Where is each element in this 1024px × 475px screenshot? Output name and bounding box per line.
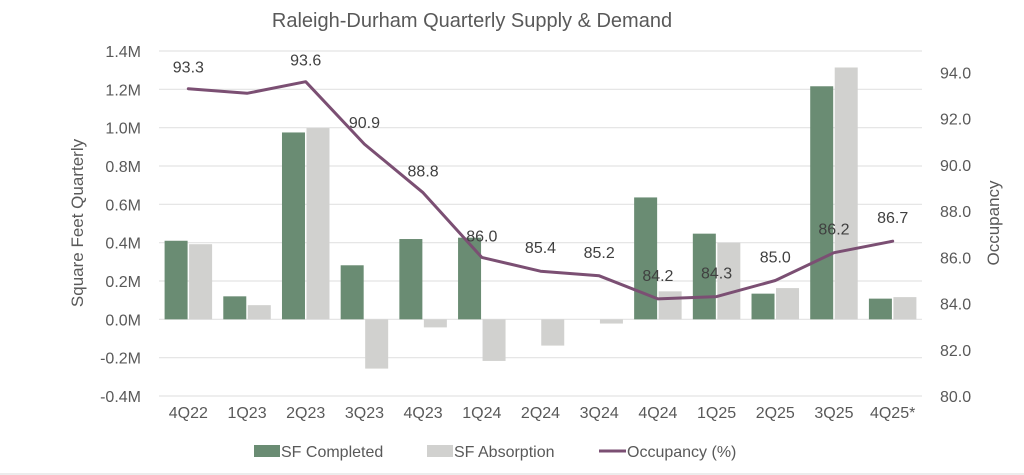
bar-sf-completed bbox=[281, 132, 305, 320]
x-tick-label: 2Q24 bbox=[521, 405, 560, 422]
occupancy-data-label: 85.2 bbox=[584, 245, 615, 262]
left-tick-label: 0.6M bbox=[105, 197, 141, 214]
occupancy-data-label: 86.0 bbox=[466, 228, 497, 245]
right-axis-title: Occupancy bbox=[984, 180, 1003, 266]
left-tick-label: -0.4M bbox=[100, 389, 141, 406]
occupancy-line bbox=[186, 80, 895, 301]
bar-sf-absorption bbox=[599, 319, 623, 324]
x-tick-label: 4Q23 bbox=[404, 405, 443, 422]
chart-title: Raleigh-Durham Quarterly Supply & Demand bbox=[272, 10, 672, 32]
occupancy-data-label: 93.3 bbox=[173, 60, 204, 77]
legend-item-sf-absorption[interactable]: SF Absorption bbox=[427, 444, 555, 461]
right-tick-label: 80.0 bbox=[940, 389, 971, 406]
left-tick-label: 0.4M bbox=[105, 236, 141, 253]
right-axis-ticks: 80.0 82.0 84.0 86.0 88.0 90.0 92.0 94.0 bbox=[940, 65, 971, 406]
legend: SF Completed SF Absorption Occupancy (%) bbox=[254, 444, 736, 461]
bar-sf-completed bbox=[164, 240, 188, 320]
bar-sf-absorption bbox=[247, 305, 271, 320]
x-tick-label: 4Q24 bbox=[638, 405, 677, 422]
bar-sf-completed bbox=[458, 237, 482, 320]
left-axis-ticks: -0.4M -0.2M 0.0M 0.2M 0.4M 0.6M 0.8M 1.0M 1.2M 1.… bbox=[100, 44, 141, 406]
right-tick-label: 94.0 bbox=[940, 65, 971, 82]
gridlines bbox=[159, 50, 922, 397]
bar-sf-absorption bbox=[776, 288, 800, 320]
occupancy-data-label: 88.8 bbox=[408, 164, 439, 181]
bar-sf-absorption bbox=[306, 128, 330, 320]
bar-sf-absorption bbox=[482, 319, 506, 361]
occupancy-data-label: 86.7 bbox=[877, 210, 908, 227]
occupancy-data-label: 86.2 bbox=[818, 222, 849, 239]
x-axis-ticks: 4Q22 1Q23 2Q23 3Q23 4Q23 1Q24 2Q24 3Q24 4Q24 1Q25… bbox=[169, 405, 916, 422]
bar-sf-absorption bbox=[189, 244, 213, 320]
left-tick-label: 1.4M bbox=[105, 44, 141, 61]
right-tick-label: 84.0 bbox=[940, 297, 971, 314]
occupancy-data-label: 84.2 bbox=[642, 268, 673, 285]
legend-label-sf-absorption: SF Absorption bbox=[454, 444, 555, 461]
bar-sf-absorption bbox=[365, 319, 389, 369]
x-tick-label: 4Q25* bbox=[870, 405, 915, 422]
bar-sf-completed bbox=[340, 265, 364, 320]
bar-sf-completed bbox=[223, 296, 247, 320]
bars bbox=[164, 67, 917, 369]
bar-sf-completed bbox=[751, 293, 775, 320]
legend-label-occupancy: Occupancy (%) bbox=[627, 444, 736, 461]
bottom-border bbox=[0, 473, 1024, 475]
right-tick-label: 86.0 bbox=[940, 250, 971, 267]
x-tick-label: 4Q22 bbox=[169, 405, 208, 422]
bar-sf-completed bbox=[868, 298, 892, 320]
right-tick-label: 88.0 bbox=[940, 204, 971, 221]
left-tick-label: -0.2M bbox=[100, 351, 141, 368]
x-tick-label: 1Q24 bbox=[462, 405, 501, 422]
right-tick-label: 82.0 bbox=[940, 343, 971, 360]
left-axis-title: Square Feet Quarterly bbox=[68, 138, 87, 307]
legend-label-sf-completed: SF Completed bbox=[281, 444, 383, 461]
occupancy-data-label: 85.0 bbox=[760, 249, 791, 266]
legend-item-occupancy[interactable]: Occupancy (%) bbox=[599, 444, 736, 461]
right-tick-label: 92.0 bbox=[940, 112, 971, 129]
left-tick-label: 0.8M bbox=[105, 159, 141, 176]
occupancy-data-label: 85.4 bbox=[525, 240, 556, 257]
x-tick-label: 3Q25 bbox=[814, 405, 853, 422]
bar-sf-absorption bbox=[834, 67, 858, 320]
x-tick-label: 2Q23 bbox=[286, 405, 325, 422]
right-tick-label: 90.0 bbox=[940, 158, 971, 175]
x-tick-label: 3Q24 bbox=[580, 405, 619, 422]
bar-sf-completed bbox=[399, 239, 423, 320]
left-tick-label: 1.2M bbox=[105, 82, 141, 99]
left-tick-label: 0.0M bbox=[105, 312, 141, 329]
x-tick-label: 3Q23 bbox=[345, 405, 384, 422]
bar-sf-completed bbox=[810, 86, 834, 320]
occupancy-data-label: 84.3 bbox=[701, 266, 732, 283]
legend-swatch-sf-completed bbox=[254, 445, 280, 457]
left-tick-label: 1.0M bbox=[105, 121, 141, 138]
bar-sf-absorption bbox=[717, 242, 741, 320]
x-tick-label: 1Q25 bbox=[697, 405, 736, 422]
bar-sf-absorption bbox=[541, 319, 565, 346]
occupancy-data-label: 90.9 bbox=[349, 115, 380, 132]
bar-sf-absorption bbox=[423, 319, 447, 328]
x-tick-label: 2Q25 bbox=[756, 405, 795, 422]
x-tick-label: 1Q23 bbox=[227, 405, 266, 422]
occupancy-data-labels: 93.3 93.6 90.9 88.8 86.0 85.4 85.2 84.2 84.3 85.0… bbox=[173, 53, 909, 285]
left-tick-label: 0.2M bbox=[105, 274, 141, 291]
bar-sf-absorption bbox=[893, 297, 917, 320]
bar-sf-completed bbox=[634, 197, 658, 320]
legend-swatch-sf-absorption bbox=[427, 445, 453, 457]
bar-sf-absorption bbox=[658, 291, 682, 320]
legend-item-sf-completed[interactable]: SF Completed bbox=[254, 444, 383, 461]
occupancy-line-group bbox=[186, 80, 895, 301]
occupancy-data-label: 93.6 bbox=[290, 53, 321, 70]
